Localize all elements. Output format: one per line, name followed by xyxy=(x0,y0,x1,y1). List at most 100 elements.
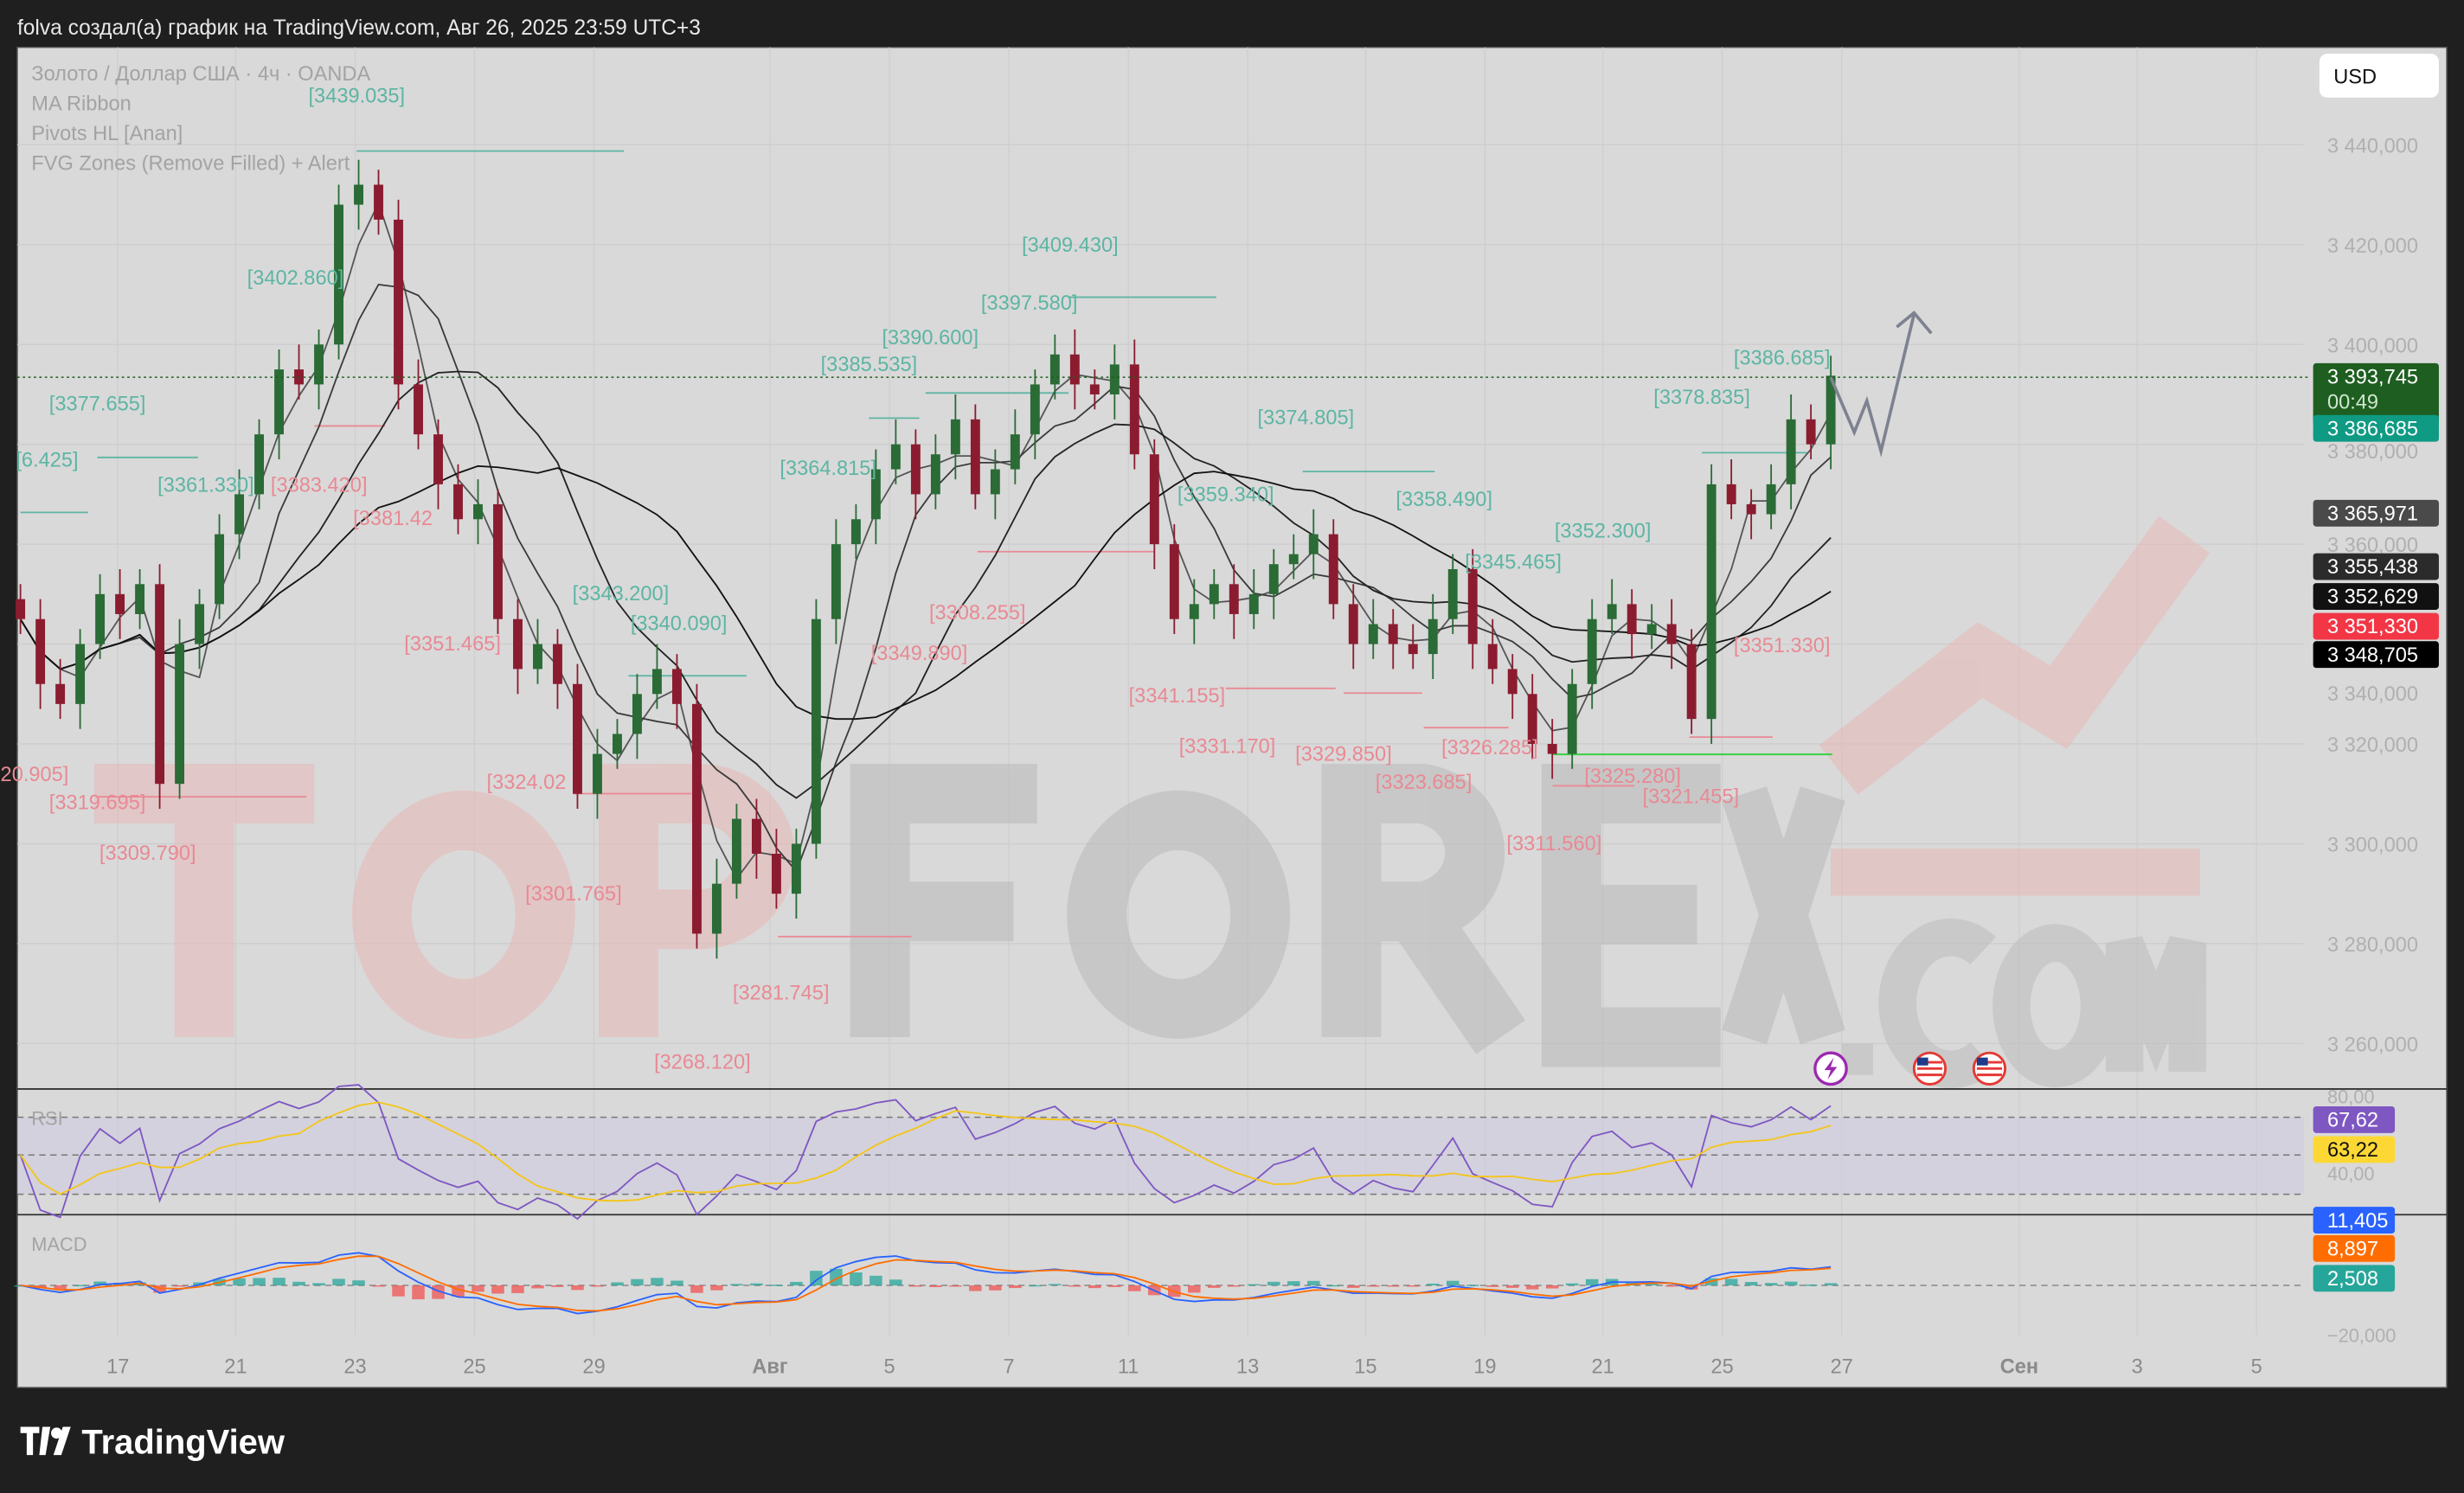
candle xyxy=(1587,599,1597,709)
candle-body xyxy=(930,454,940,495)
candle xyxy=(1447,554,1458,635)
pivot-low-label: [3281.745] xyxy=(733,982,830,1004)
candle xyxy=(473,479,483,545)
candle xyxy=(910,429,921,520)
time-tick: 19 xyxy=(1473,1356,1496,1379)
candle-body xyxy=(1229,584,1239,614)
watermark-arrow xyxy=(1819,516,2211,795)
candle xyxy=(215,514,225,619)
candle xyxy=(414,359,423,450)
price-tick: 3 260,000 xyxy=(2327,1034,2418,1056)
price-badge-bg xyxy=(2313,499,2439,527)
candle-body xyxy=(1467,568,1478,644)
indicator-fvg[interactable]: FVG Zones (Remove Filled) + Alert xyxy=(31,152,350,175)
candle-body xyxy=(115,593,125,614)
pivot-low-label: [3381.42 xyxy=(353,508,433,530)
candle xyxy=(1129,339,1139,470)
macd-histogram-bar xyxy=(1684,1285,1698,1290)
candle xyxy=(75,629,86,729)
candle xyxy=(771,829,781,909)
candle xyxy=(671,654,682,729)
price-axis[interactable]: 3 440,000 3 420,000 3 400,000 3 380,000 3 36… xyxy=(2313,135,2439,1346)
currency-button[interactable]: USD xyxy=(2319,54,2439,98)
candle-body xyxy=(1726,484,1736,504)
pivot-high-label: [3358.490] xyxy=(1396,489,1492,511)
pivot-high-label: [3378.835] xyxy=(1653,387,1750,409)
time-tick: 5 xyxy=(883,1356,895,1379)
pivot-low-label: [3268.120] xyxy=(654,1051,751,1073)
macd-histogram-bar xyxy=(1665,1285,1678,1287)
candle-body xyxy=(473,503,483,520)
forecast-arrow-drawing[interactable] xyxy=(1829,311,1933,458)
candle-body xyxy=(135,584,145,614)
candle-body xyxy=(1089,384,1100,394)
candle xyxy=(1646,604,1657,650)
indicator-ma-ribbon[interactable]: MA Ribbon xyxy=(31,93,132,115)
candle-body xyxy=(970,419,980,495)
candle xyxy=(651,644,662,709)
symbol-title[interactable]: Золото / Доллар США · 4ч · OANDA xyxy=(31,63,370,86)
macd-histogram-bar xyxy=(1426,1283,1440,1285)
macd-histogram-bar xyxy=(1287,1281,1300,1285)
candle-body xyxy=(731,818,741,884)
macd-histogram-bar xyxy=(909,1285,922,1287)
rsi-title[interactable]: RSI xyxy=(31,1108,62,1130)
macd-histogram-bar xyxy=(790,1281,803,1285)
price-badge: 3 348,705 xyxy=(2313,641,2439,669)
price-tick: 3 380,000 xyxy=(2327,441,2418,464)
rsi-badge: 63,22 xyxy=(2313,1136,2396,1163)
macd-badge-value: 8,897 xyxy=(2327,1238,2378,1260)
time-tick: 23 xyxy=(343,1356,366,1379)
rsi-badge-bg xyxy=(2313,1136,2396,1163)
time-tick: 7 xyxy=(1004,1356,1015,1379)
candle-body xyxy=(1368,624,1378,644)
candle xyxy=(1169,524,1179,635)
price-badge: 3 386,685 xyxy=(2313,414,2439,442)
price-tick: 3 440,000 xyxy=(2327,135,2418,157)
macd-histogram-bar xyxy=(332,1278,345,1285)
time-axis[interactable]: 17 21 23 25 29 Авг 5 7 11 13 15 19 21 25 27 Сен 3 5 xyxy=(106,1356,2262,1379)
macd-line xyxy=(20,1252,1832,1315)
snapshot-caption: folva создал(а) график на TradingView.co… xyxy=(17,16,701,40)
candle-body xyxy=(1209,584,1219,605)
candle-body xyxy=(1706,484,1716,720)
event-lightning-icon[interactable] xyxy=(1813,1051,1848,1086)
candle-body xyxy=(1248,593,1259,614)
candle xyxy=(593,728,602,819)
macd-signal-line xyxy=(20,1255,1832,1312)
macd-histogram-bar xyxy=(651,1278,664,1285)
indicator-pivots[interactable]: Pivots HL [Anan] xyxy=(31,123,183,145)
candle-body xyxy=(453,484,463,520)
event-us-flag-icon[interactable] xyxy=(1972,1051,2007,1086)
candle-body xyxy=(1487,644,1498,670)
candle xyxy=(1348,584,1358,670)
candle xyxy=(1189,579,1199,644)
candle-body xyxy=(1806,419,1816,445)
price-badge-value: 3 352,629 xyxy=(2327,586,2418,609)
event-us-flag-icon[interactable] xyxy=(1912,1051,1947,1086)
macd-histogram-bar xyxy=(929,1285,942,1287)
candle xyxy=(870,449,881,545)
candle-body xyxy=(1308,534,1319,554)
pivot-high-label: [3377.655] xyxy=(49,393,146,415)
candle xyxy=(831,519,841,644)
candle xyxy=(1487,618,1498,684)
candle-body xyxy=(314,344,324,385)
candle-body xyxy=(771,854,781,894)
pivot-high-label: [3439.035] xyxy=(309,85,406,107)
tradingview-logo[interactable]: TradingView xyxy=(20,1423,286,1461)
candle xyxy=(1328,519,1338,619)
time-tick: 3 xyxy=(2132,1356,2143,1379)
time-tick: 21 xyxy=(224,1356,247,1379)
chart-legend: Золото / Доллар США · 4ч · OANDA MA Ribb… xyxy=(31,63,370,176)
candle xyxy=(533,618,542,684)
candle-body xyxy=(195,604,205,644)
forecast-path[interactable] xyxy=(1829,314,1916,458)
macd-histogram-bar xyxy=(1386,1285,1400,1287)
countdown-timer: 00:49 xyxy=(2327,391,2378,413)
macd-title[interactable]: MACD xyxy=(31,1233,87,1255)
candle-body xyxy=(1428,618,1438,655)
macd-histogram-bar xyxy=(1824,1283,1838,1285)
pivot-low-label: [3351.465] xyxy=(404,633,501,656)
candle xyxy=(1826,356,1836,470)
